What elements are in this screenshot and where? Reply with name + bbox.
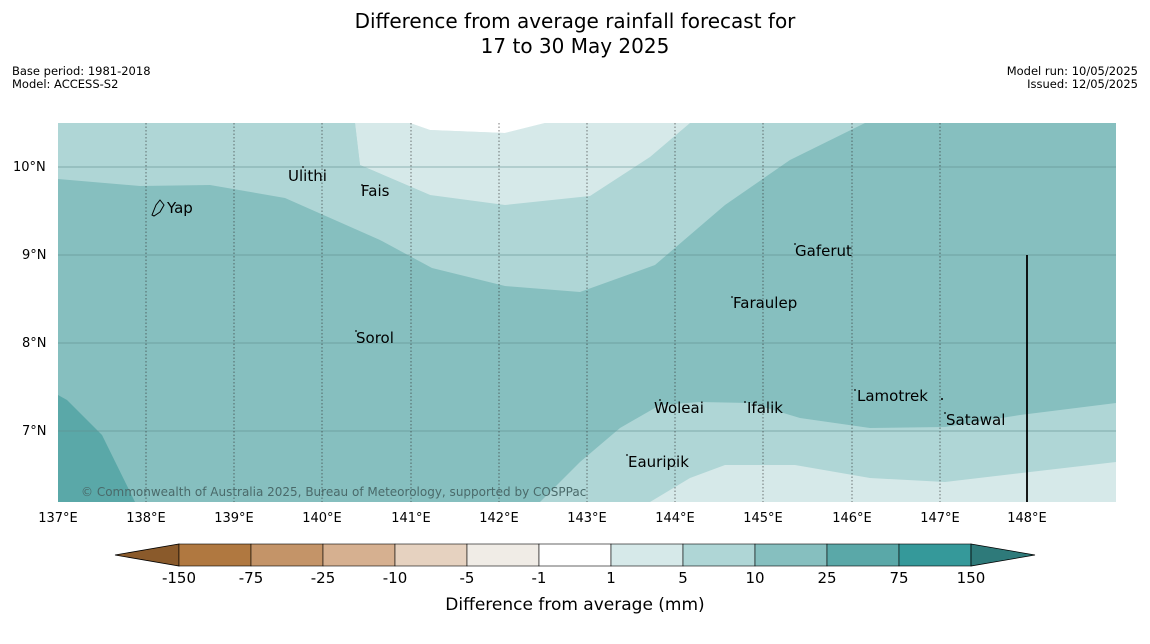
contour-band-5-10-topleft [58, 123, 430, 195]
lon-tick-146e: 146°E [832, 511, 872, 526]
place-label-faraulep: Faraulep [733, 294, 797, 312]
colorbar-segment [466, 543, 540, 567]
colorbar: -150 -75 -25 -10 -5 -1 1 5 10 25 75 150 [114, 543, 1036, 587]
colorbar-segment [250, 543, 324, 567]
lon-tick-147e: 147°E [920, 511, 960, 526]
colorbar-segment [682, 543, 756, 567]
issued-text: Issued: 12/05/2025 [1027, 77, 1138, 91]
yap-island-shape [151, 199, 165, 217]
colorbar-tick-label: -5 [460, 569, 475, 587]
colorbar-tick-label: 150 [957, 569, 986, 587]
contour-band-25-75 [58, 395, 135, 502]
colorbar-tick-label: -75 [239, 569, 264, 587]
map-panel: Yap Ulithi Fais Gaferut Faraulep Sorol L… [58, 123, 1116, 502]
colorbar-label: Difference from average (mm) [445, 595, 704, 615]
colorbar-tick-label: -150 [162, 569, 196, 587]
place-label-gaferut: Gaferut [795, 242, 852, 260]
contour-band-5-10-south [540, 402, 1116, 502]
place-label-ifalik: Ifalik [747, 399, 783, 417]
longitude-tick-labels: 137°E 138°E 139°E 140°E 141°E 142°E 143°… [38, 511, 1047, 526]
colorbar-tick-label: -1 [532, 569, 547, 587]
colorbar-segment [178, 543, 252, 567]
colorbar-segment [898, 543, 972, 567]
place-label-lamotrek: Lamotrek [857, 387, 928, 405]
lat-tick-9n: 9°N [22, 248, 47, 263]
model-text: Model: ACCESS-S2 [12, 77, 119, 91]
contour-band-5-10-north [58, 123, 865, 292]
longitude-gridlines [145, 123, 941, 502]
contour-band-1-5-north [355, 123, 690, 205]
title-line-1: Difference from average rainfall forecas… [354, 9, 796, 33]
lat-tick-10n: 10°N [13, 160, 46, 175]
lon-tick-145e: 145°E [743, 511, 783, 526]
model-run-text: Model run: 10/05/2025 [1006, 64, 1138, 78]
lon-tick-144e: 144°E [655, 511, 695, 526]
colorbar-segment [394, 543, 468, 567]
place-label-yap: Yap [166, 199, 193, 217]
meta-left: Base period: 1981-2018 Model: ACCESS-S2 [12, 65, 151, 91]
base-period-text: Base period: 1981-2018 [12, 64, 151, 78]
colorbar-segment [826, 543, 900, 567]
title-line-2: 17 to 30 May 2025 [480, 34, 670, 58]
colorbar-extension-high [970, 543, 1036, 567]
lon-tick-142e: 142°E [479, 511, 519, 526]
colorbar-tick-label: 10 [745, 569, 764, 587]
colorbar-segment [538, 543, 612, 567]
meta-right: Model run: 10/05/2025 Issued: 12/05/2025 [1007, 65, 1138, 91]
lon-tick-139e: 139°E [214, 511, 254, 526]
lon-tick-138e: 138°E [126, 511, 166, 526]
copyright-text: © Commonwealth of Australia 2025, Bureau… [81, 485, 586, 499]
lon-tick-141e: 141°E [391, 511, 431, 526]
lon-tick-148e: 148°E [1007, 511, 1047, 526]
contour-band-neutral-top [410, 123, 545, 133]
colorbar-tick-label: -10 [383, 569, 408, 587]
colorbar-tick-label: -25 [311, 569, 336, 587]
colorbar-tick-label: 75 [889, 569, 908, 587]
place-label-woleai: Woleai [654, 399, 704, 417]
latitude-tick-labels: 10°N 9°N 8°N 7°N [13, 160, 47, 439]
lat-tick-7n: 7°N [22, 424, 47, 439]
lon-tick-137e: 137°E [38, 511, 78, 526]
colorbar-segment [754, 543, 828, 567]
place-label-ulithi: Ulithi [288, 167, 327, 185]
colorbar-segment [322, 543, 396, 567]
place-label-fais: Fais [361, 182, 390, 200]
lat-tick-8n: 8°N [22, 336, 47, 351]
colorbar-tick-label: 1 [606, 569, 616, 587]
place-label-satawal: Satawal [946, 411, 1005, 429]
lon-tick-143e: 143°E [567, 511, 607, 526]
colorbar-tick-label: 5 [678, 569, 688, 587]
colorbar-extension-low [114, 543, 180, 567]
place-label-sorol: Sorol [356, 329, 394, 347]
colorbar-tick-label: 25 [817, 569, 836, 587]
lon-tick-140e: 140°E [302, 511, 342, 526]
colorbar-segment [610, 543, 684, 567]
chart-title: Difference from average rainfall forecas… [0, 9, 1150, 59]
contour-band-1-5-south [650, 462, 1116, 502]
place-label-eauripik: Eauripik [628, 453, 689, 471]
island-markers [302, 166, 946, 456]
